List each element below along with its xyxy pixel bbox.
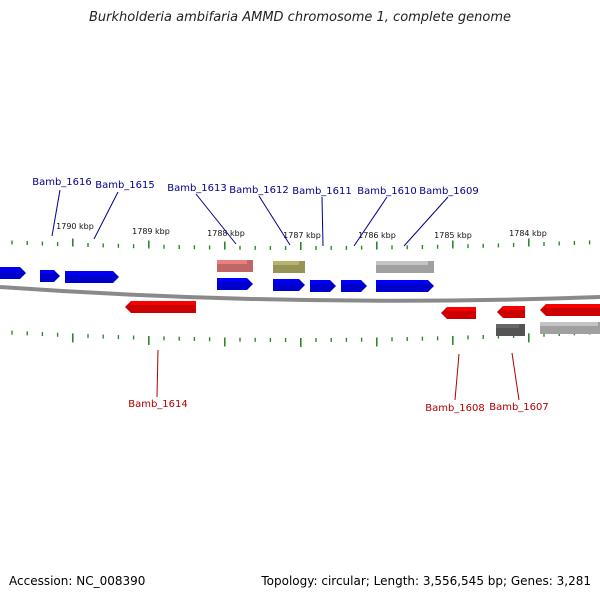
gene-arrow <box>217 278 253 290</box>
gene-arrow <box>310 280 336 292</box>
gene-label: Bamb_1610 <box>357 186 417 197</box>
gene-arrow <box>273 279 305 291</box>
gene-highlight <box>273 279 299 283</box>
gene-label: Bamb_1615 <box>95 180 155 191</box>
map-title: Burkholderia ambifaria AMMD chromosome 1… <box>88 10 512 25</box>
label-leader-line <box>93 191 119 240</box>
gene-highlight <box>131 301 196 305</box>
label-leader-line <box>156 349 159 398</box>
gene-highlight <box>447 307 476 311</box>
scale-label: 1789 kbp <box>132 227 170 236</box>
gene-arrow <box>0 267 26 279</box>
gene-label: Bamb_1608 <box>425 403 485 414</box>
scale-ticks-top <box>11 238 591 250</box>
gene-highlight <box>376 261 428 265</box>
gene-highlight <box>0 267 20 271</box>
gene-highlight <box>503 306 525 310</box>
gene-arrow <box>40 270 60 282</box>
label-leaders <box>51 189 520 401</box>
gene-label: Bamb_1614 <box>128 399 188 410</box>
gene-highlight <box>540 322 598 326</box>
gene-label: Bamb_1613 <box>167 183 227 194</box>
accession-text: Accession: NC_008390 <box>9 574 146 588</box>
label-leader-line <box>403 196 449 247</box>
chromosome-backbone <box>0 285 600 303</box>
gene-arrow <box>65 271 119 283</box>
gene-label: Bamb_1616 <box>32 177 92 188</box>
scale-labels: 1790 kbp 1789 kbp 1788 kbp 1787 kbp 1786 kbp… <box>56 222 547 240</box>
gene-label: Bamb_1612 <box>229 185 289 196</box>
gene-highlight <box>310 280 330 284</box>
scale-label: 1790 kbp <box>56 222 94 231</box>
gene-label: Bamb_1609 <box>419 186 479 197</box>
gene-arrow <box>376 261 434 273</box>
scale-label: 1785 kbp <box>434 231 472 240</box>
gene-arrow <box>540 304 600 316</box>
genome-summary-text: Topology: circular; Length: 3,556,545 bp… <box>261 574 591 588</box>
gene-features <box>0 260 600 336</box>
label-leader-line <box>258 195 291 246</box>
gene-arrow <box>441 307 476 319</box>
gene-highlight <box>376 280 428 284</box>
gene-label: Bamb_1611 <box>292 186 352 197</box>
gene-label: Bamb_1607 <box>489 402 549 413</box>
gene-arrow <box>497 306 525 318</box>
scale-label: 1786 kbp <box>358 231 396 240</box>
gene-arrow <box>376 280 434 292</box>
gene-arrow <box>273 261 305 273</box>
gene-highlight <box>217 260 247 264</box>
label-leader-line <box>321 196 324 247</box>
gene-arrow <box>217 260 253 272</box>
gene-highlight <box>65 271 113 275</box>
label-leader-line <box>511 352 520 401</box>
label-leader-line <box>51 189 61 237</box>
label-leader-line <box>454 353 460 401</box>
label-leader-line <box>195 193 237 245</box>
gene-arrow <box>125 301 196 313</box>
gene-labels: Bamb_1616 Bamb_1615 Bamb_1613 Bamb_1612 Bamb… <box>32 177 549 414</box>
gene-highlight <box>546 304 600 308</box>
gene-highlight <box>341 280 361 284</box>
scale-label: 1787 kbp <box>283 231 321 240</box>
gene-highlight <box>273 261 299 265</box>
label-leader-line <box>353 196 388 247</box>
gene-highlight <box>496 324 519 328</box>
gene-highlight <box>40 270 54 274</box>
gene-highlight <box>217 278 247 282</box>
scale-label: 1788 kbp <box>207 229 245 238</box>
gene-arrow <box>540 322 600 334</box>
gene-arrow <box>341 280 367 292</box>
gene-arrow <box>496 324 525 336</box>
scale-label: 1784 kbp <box>509 229 547 238</box>
